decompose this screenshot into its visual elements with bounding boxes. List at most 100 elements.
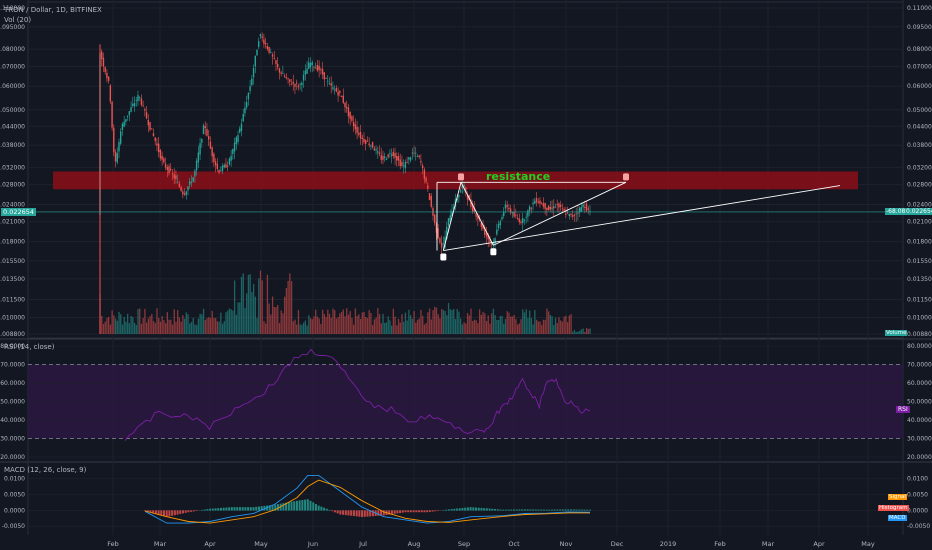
candle-body [342,95,344,103]
volume-bar [401,314,403,334]
macd-histogram-bar [347,510,350,516]
macd-histogram-bar [176,510,179,515]
rsi-tick-left: 70.0000 [0,362,25,369]
volume-bar [353,324,355,334]
macd-histogram-bar [206,509,209,511]
time-tick: May [254,540,268,548]
volume-bar [327,309,329,334]
volume-bar [416,319,419,334]
macd-histogram-bar [268,505,271,511]
volume-bar [144,308,146,334]
volume-bar [468,315,470,334]
candle-body [435,222,438,233]
volume-bar [458,311,460,334]
macd-histogram-bar [187,510,190,513]
triangle-rising-line [493,181,627,246]
candle-body [275,60,277,64]
candle-body [118,142,120,152]
candle-body [568,213,570,217]
candle-body [258,41,260,47]
macd-histogram-bar [241,507,244,511]
volume-bar [140,323,143,334]
candle-body [487,234,489,240]
macd-tick-right: -0.0050 [907,523,930,530]
candle-body [252,68,255,78]
candle-body [194,170,196,177]
volume-bar [139,308,141,334]
volume-bar [265,323,267,334]
anchor-handle [458,173,464,181]
candle-body [328,82,331,84]
volume-bar [441,309,443,334]
candle-body [273,57,275,59]
candle-body [516,218,519,219]
volume-bar [285,288,288,334]
volume-bar [282,313,284,334]
volume-bar [370,313,372,334]
volume-bar [309,318,312,334]
volume-bar [422,315,424,334]
candle-body [294,84,296,87]
volume-bar [382,313,384,334]
volume-bar [247,274,250,334]
candle-body [361,137,363,139]
candle-body [285,77,288,79]
macd-histogram-bar [154,510,157,514]
volume-bar [201,314,203,334]
candle-body [370,145,372,147]
macd-histogram-bar [149,510,152,513]
volume-bar [582,328,584,334]
volume-bar [480,314,483,334]
macd-histogram-bar [144,510,146,511]
candle-body [503,211,505,217]
candle-body [587,208,589,210]
macd-histogram-bar [499,509,502,511]
candle-body [523,219,526,221]
volume-bar [363,311,365,334]
rsi-indicator-label[interactable]: RSI (14, close) [4,343,55,351]
signal-line [144,479,590,524]
macd-histogram-bar [556,509,559,511]
macd-histogram-bar [363,510,366,517]
candle-body [387,154,389,158]
candles [99,32,591,256]
volume-bar [365,316,367,334]
volume-bar [125,321,127,334]
candle-body [572,215,574,217]
volume-bar [344,316,346,334]
time-tick: Mar [154,540,167,548]
volume-bar [511,316,514,334]
candle-body [354,124,357,130]
volume-bar [194,324,196,334]
candle-body [301,82,303,86]
volume-bar [113,315,115,334]
candle-body [346,106,348,109]
volume-bar [428,308,431,334]
macd-histogram-bar [431,510,434,512]
volume-bar [192,317,194,334]
candle-body [259,34,262,37]
candle-body [178,183,181,187]
volume-bar [270,314,272,334]
volume-bar [585,328,588,334]
volume-bar [256,317,258,334]
volume-bar [175,321,177,334]
candle-body [573,214,576,216]
rsi-tag: RSI [896,406,910,413]
macd-indicator-label[interactable]: MACD (12, 26, close, 9) [4,466,87,474]
candle-body [418,155,420,157]
volume-bar [399,322,401,334]
candle-body [515,215,517,217]
rsi-tick-left: 60.0000 [0,380,25,387]
candle-body [473,207,476,212]
price-tick-left: 0.024000 [0,202,25,209]
macd-histogram-bar [523,509,526,511]
macd-histogram-bar [466,507,469,511]
price-tick-right: 0.050000 [907,107,932,114]
volume-bar [504,318,507,334]
volume-indicator-label[interactable]: Vol (20) [4,16,32,24]
volume-bar [318,318,320,334]
macd-histogram-bar [548,509,551,511]
volume-bar [535,319,538,334]
